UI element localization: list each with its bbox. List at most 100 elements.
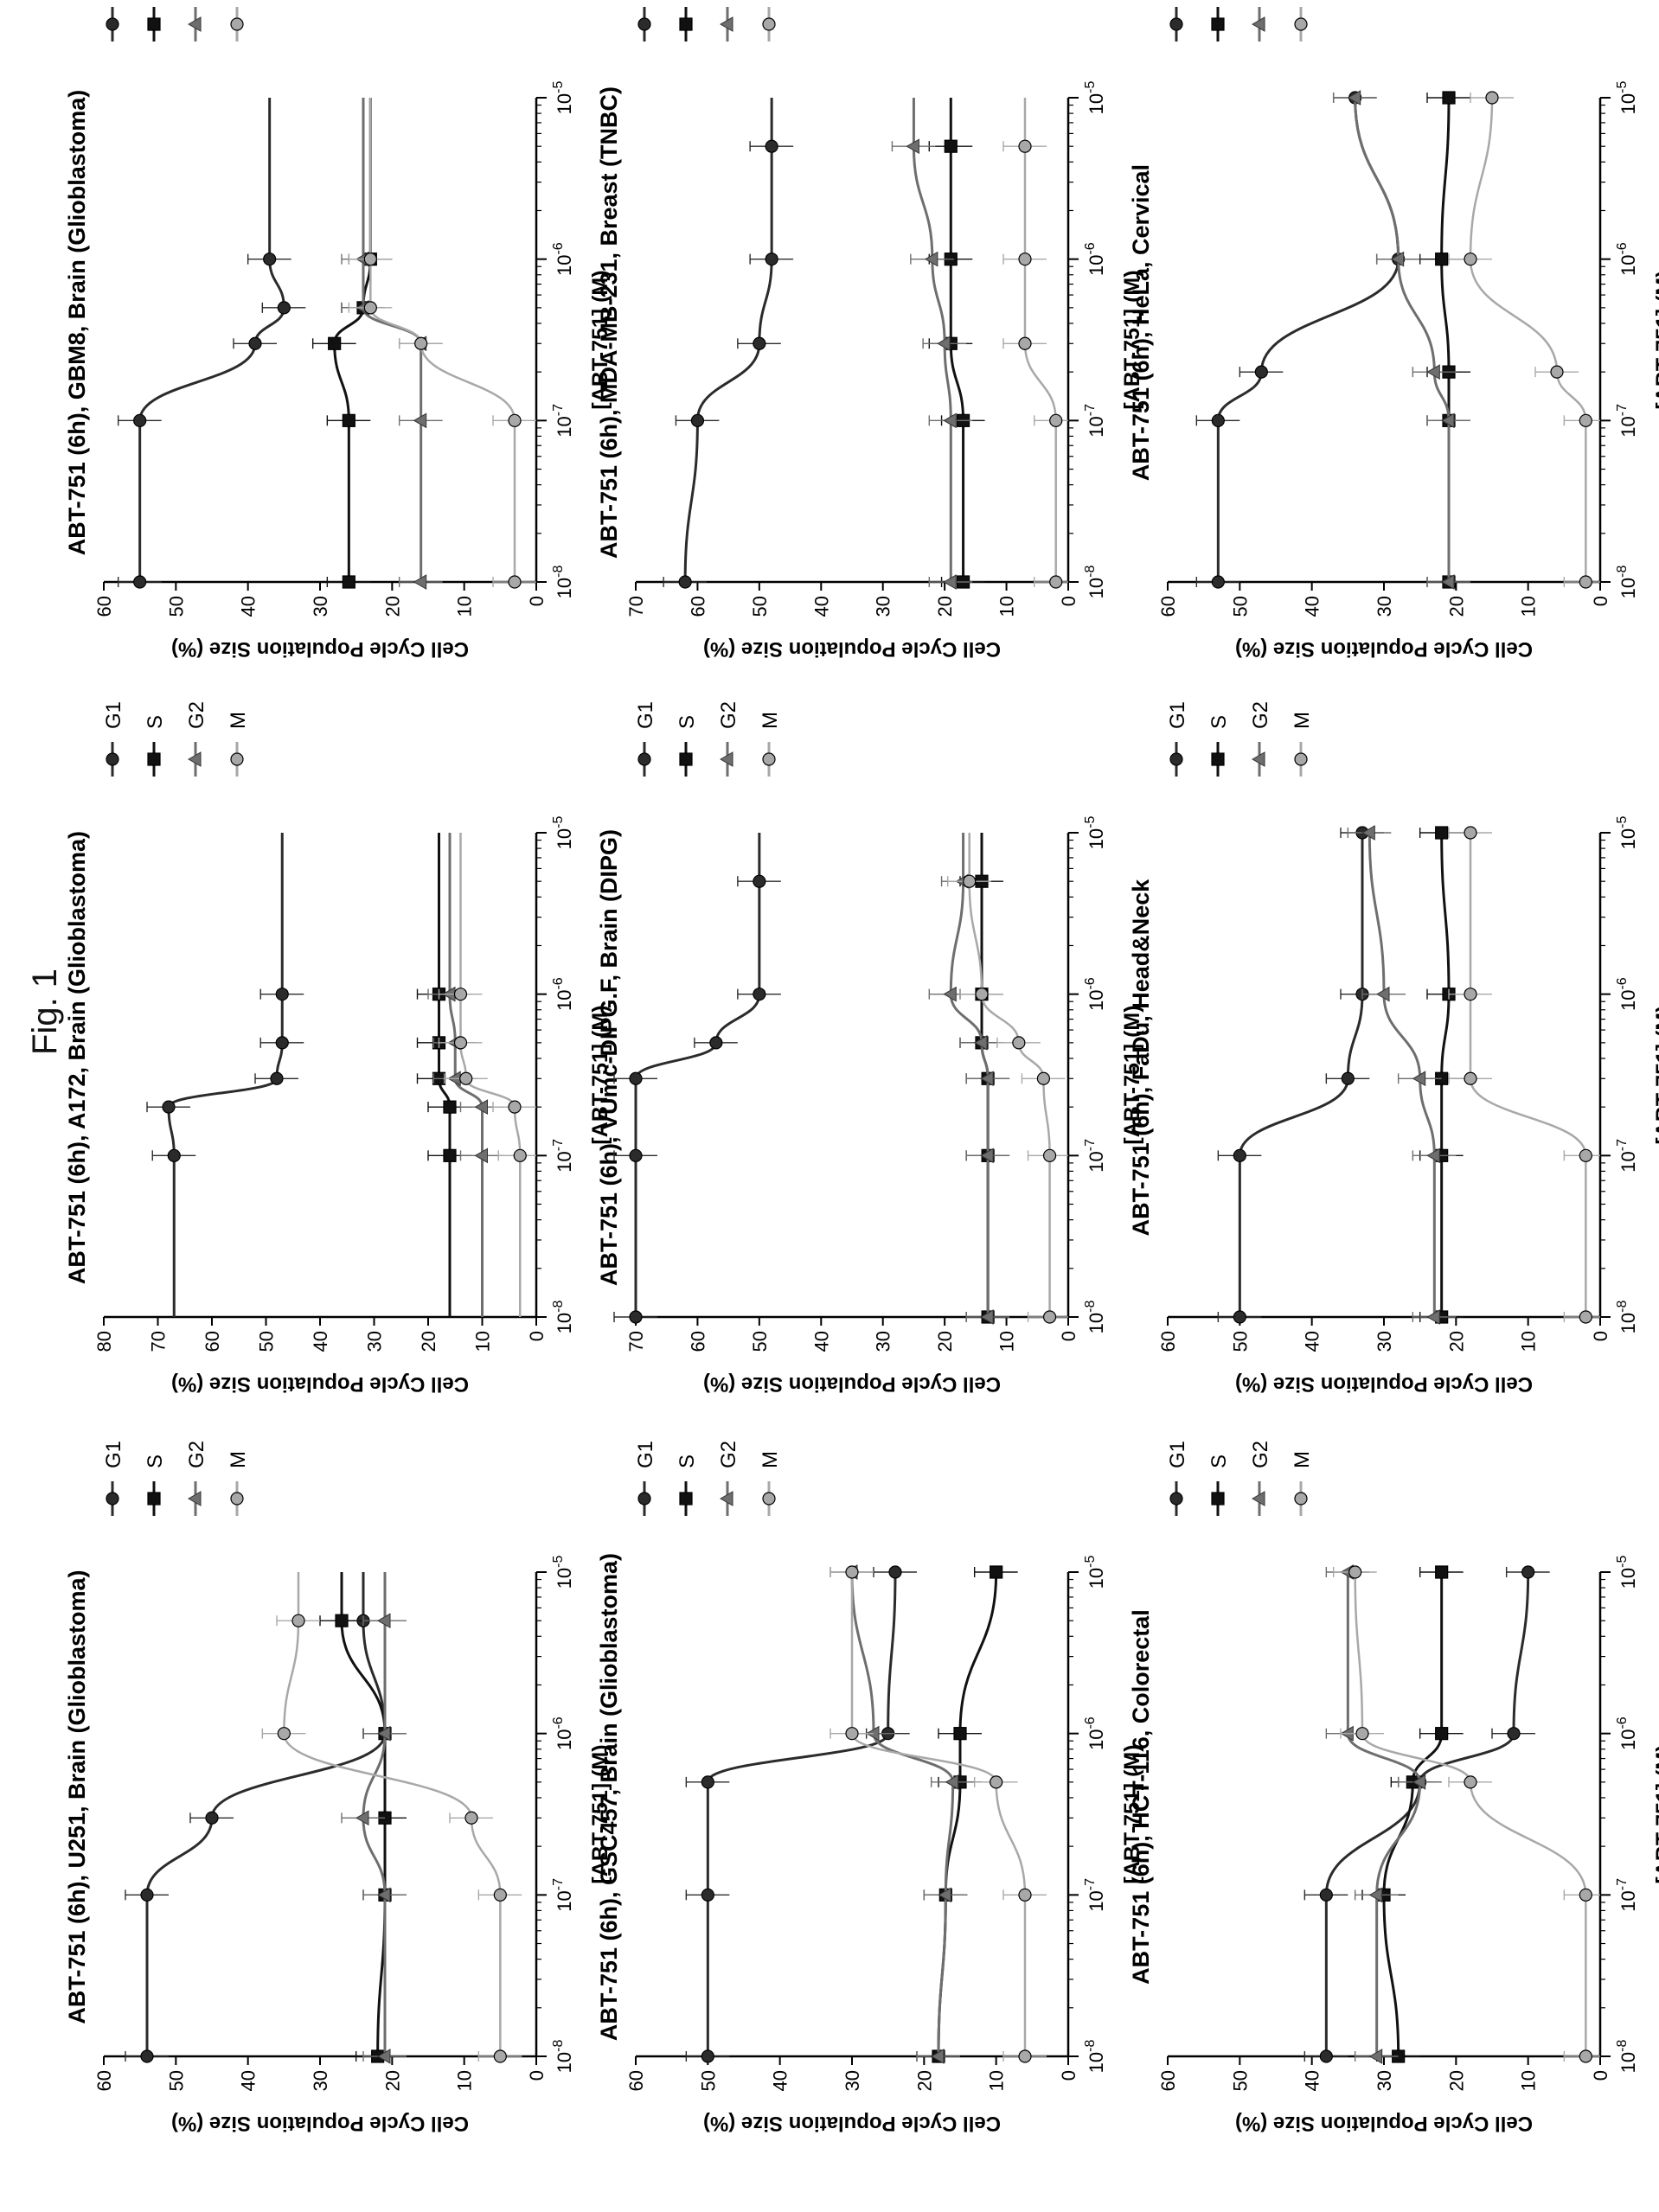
data-point — [277, 301, 291, 315]
data-point — [701, 1775, 714, 1789]
series-m — [830, 1565, 1047, 2063]
x-tick-label: 10-8 — [1615, 566, 1639, 599]
data-point — [709, 1036, 723, 1050]
y-tick-label: 20 — [934, 1331, 956, 1352]
y-tick-label: 20 — [1445, 2070, 1467, 2091]
data-point — [355, 1810, 369, 1826]
data-point — [1579, 1888, 1592, 1902]
x-tick-label: 10-6 — [551, 242, 575, 276]
data-point — [924, 251, 938, 267]
data-point — [205, 1811, 219, 1825]
y-tick-label: 60 — [202, 1331, 223, 1352]
y-axis-label: Cell Cycle Population Size (%) — [1235, 1372, 1533, 1396]
data-point — [328, 336, 342, 350]
y-tick-label: 0 — [526, 1331, 548, 1341]
series-line — [850, 1570, 1027, 2056]
data-point — [980, 1071, 994, 1087]
data-point — [1579, 413, 1592, 427]
legend-entry-m: M — [1291, 712, 1314, 777]
legend-label: S — [676, 1454, 699, 1468]
x-tick-label: 10-5 — [551, 1556, 575, 1589]
x-tick-label: 10-6 — [551, 1717, 575, 1750]
chart-panel: ABT-751 (6h), U251, Brain (Glioblastoma)… — [64, 1441, 612, 2135]
data-point — [474, 1148, 488, 1164]
data-point — [342, 413, 356, 427]
data-point — [413, 574, 427, 590]
x-tick-label: 10-8 — [1083, 1301, 1107, 1334]
y-tick-label: 50 — [749, 596, 771, 617]
legend-entry-m: M — [759, 1451, 782, 1516]
data-point — [678, 575, 692, 589]
data-point — [443, 1100, 457, 1114]
x-tick-label: 10-6 — [1083, 977, 1107, 1011]
y-axis-label: Cell Cycle Population Size (%) — [171, 637, 469, 661]
data-point — [943, 574, 957, 590]
legend-label: G1 — [102, 701, 125, 729]
data-point — [629, 1310, 643, 1324]
legend-label: S — [144, 1454, 167, 1468]
legend-label: G2 — [1249, 701, 1272, 729]
data-point — [1464, 988, 1477, 1001]
series-m — [1002, 98, 1068, 589]
data-point — [1375, 986, 1390, 1002]
data-point — [973, 1034, 988, 1051]
series-line — [145, 1572, 387, 2056]
y-tick-label: 30 — [310, 2070, 331, 2091]
series-line — [340, 1572, 387, 2058]
y-tick-label: 70 — [625, 1331, 647, 1352]
data-point — [1251, 16, 1265, 32]
y-tick-label: 10 — [986, 2070, 1008, 2091]
data-point — [106, 752, 119, 766]
y-tick-label: 80 — [93, 1331, 115, 1352]
data-point — [980, 1309, 994, 1325]
x-tick-label: 10-6 — [1083, 242, 1107, 276]
data-point — [945, 1774, 959, 1790]
data-point — [1036, 1071, 1051, 1085]
series-m — [1448, 91, 1600, 589]
x-tick-label: 10-7 — [551, 1878, 575, 1912]
legend-entry-g1: G1 — [634, 1441, 657, 1516]
y-tick-label: 30 — [364, 1331, 386, 1352]
data-point — [508, 413, 522, 427]
data-point — [453, 1036, 468, 1050]
series-s — [1419, 826, 1470, 1324]
data-point — [1579, 2049, 1592, 2063]
data-point — [147, 1492, 161, 1506]
data-point — [1426, 1309, 1440, 1325]
legend-entry-s: S — [147, 7, 161, 42]
y-tick-label: 0 — [1058, 596, 1079, 606]
data-point — [943, 986, 957, 1002]
data-point — [413, 412, 427, 429]
data-point — [1042, 1148, 1057, 1162]
legend-entry-g2: G2 — [185, 701, 208, 777]
data-point — [1368, 1887, 1383, 1903]
series-g1 — [1304, 1565, 1550, 2063]
legend-entry-g2: G2 — [187, 7, 202, 42]
series-m — [261, 1572, 522, 2063]
data-point — [1042, 1310, 1057, 1324]
y-tick-label: 40 — [238, 596, 259, 617]
data-point — [133, 575, 147, 589]
data-point — [629, 1148, 643, 1162]
data-point — [888, 1565, 902, 1579]
legend-label: G2 — [185, 701, 208, 729]
y-axis-label: Cell Cycle Population Size (%) — [703, 1372, 1001, 1396]
data-point — [376, 1613, 391, 1629]
y-tick-label: 50 — [165, 596, 187, 617]
data-point — [162, 1100, 176, 1114]
series-line — [362, 98, 423, 584]
x-tick-label: 10-5 — [1083, 1556, 1107, 1589]
data-point — [1251, 1491, 1265, 1506]
y-tick-label: 30 — [873, 596, 894, 617]
x-tick-label: 10-6 — [1083, 1717, 1107, 1750]
data-point — [1012, 1036, 1026, 1050]
data-point — [1435, 1727, 1449, 1741]
y-tick-label: 0 — [1058, 1331, 1079, 1341]
legend-entry-g2: G2 — [1251, 7, 1265, 42]
data-point — [1579, 575, 1592, 589]
x-axis-label: [ABT-751] (M) — [1652, 270, 1659, 409]
legend-entry-m: M — [1291, 1451, 1314, 1516]
y-tick-label: 20 — [381, 596, 403, 617]
x-tick-label: 10-7 — [551, 1139, 575, 1173]
y-tick-label: 40 — [1302, 2070, 1323, 2091]
